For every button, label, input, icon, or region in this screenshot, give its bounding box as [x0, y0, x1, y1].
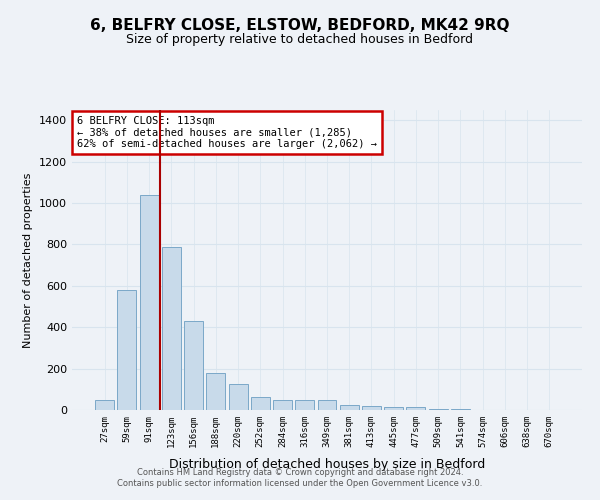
Y-axis label: Number of detached properties: Number of detached properties — [23, 172, 34, 348]
Text: Size of property relative to detached houses in Bedford: Size of property relative to detached ho… — [127, 32, 473, 46]
Bar — [118, 290, 136, 410]
Bar — [162, 246, 181, 410]
Text: 6 BELFRY CLOSE: 113sqm
← 38% of detached houses are smaller (1,285)
62% of semi-: 6 BELFRY CLOSE: 113sqm ← 38% of detached… — [77, 116, 377, 149]
Bar — [295, 400, 314, 410]
Bar — [95, 400, 114, 410]
Bar — [140, 195, 158, 410]
Text: 6, BELFRY CLOSE, ELSTOW, BEDFORD, MK42 9RQ: 6, BELFRY CLOSE, ELSTOW, BEDFORD, MK42 9… — [90, 18, 510, 32]
Bar — [206, 373, 225, 410]
Bar — [317, 400, 337, 410]
Bar — [384, 407, 403, 410]
Bar — [273, 400, 292, 410]
X-axis label: Distribution of detached houses by size in Bedford: Distribution of detached houses by size … — [169, 458, 485, 471]
Bar — [251, 396, 270, 410]
Bar — [184, 322, 203, 410]
Text: Contains HM Land Registry data © Crown copyright and database right 2024.
Contai: Contains HM Land Registry data © Crown c… — [118, 468, 482, 487]
Bar — [362, 406, 381, 410]
Bar — [406, 407, 425, 410]
Bar — [429, 409, 448, 410]
Bar — [340, 406, 359, 410]
Bar — [229, 384, 248, 410]
